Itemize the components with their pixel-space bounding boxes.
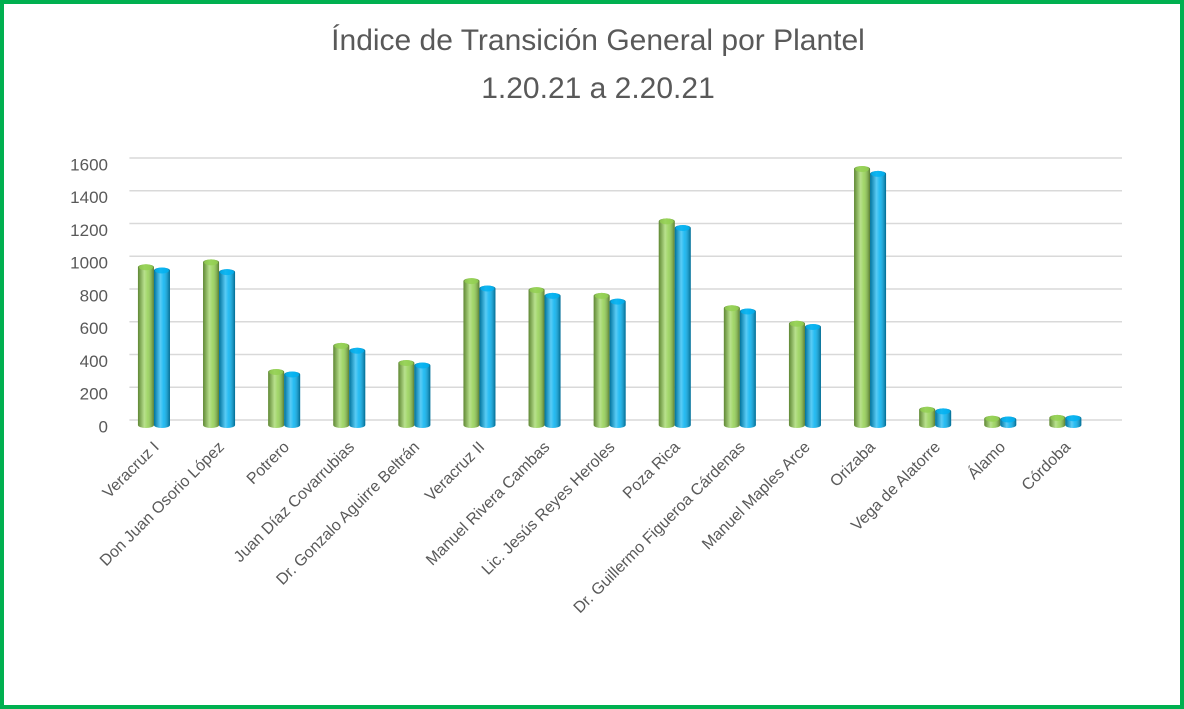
bar-cap	[269, 369, 284, 376]
y-tick-label: 0	[99, 417, 108, 436]
bar-shade	[609, 298, 626, 428]
bar-shade	[544, 292, 561, 428]
y-tick-label: 200	[80, 385, 108, 404]
bar-shade	[788, 320, 805, 428]
bar-cap	[920, 406, 935, 413]
bar-cap	[805, 324, 820, 331]
y-tick-label: 1000	[70, 254, 108, 273]
bar-cap	[545, 292, 560, 299]
bar-shade	[398, 360, 415, 428]
bar-shade	[268, 369, 285, 428]
bar-cap	[1066, 415, 1081, 422]
bar-cap	[399, 360, 414, 367]
y-tick-label: 1400	[70, 188, 108, 207]
bar-shade	[463, 278, 480, 428]
bar-shade	[674, 224, 691, 428]
bar-shade	[593, 292, 610, 428]
bar-cap	[594, 292, 609, 299]
bar-shade	[528, 287, 545, 428]
bar-cap	[350, 347, 365, 354]
bar-cap	[936, 408, 951, 415]
bar-shade	[414, 362, 431, 428]
bar-cap	[138, 264, 153, 271]
bar-shade	[870, 170, 887, 428]
bar-cap	[659, 218, 674, 225]
bar-cap	[529, 287, 544, 294]
bar-cap	[724, 305, 739, 312]
bar-shade	[723, 305, 740, 428]
bar-shade	[349, 347, 366, 428]
bar-shade	[203, 259, 220, 428]
y-tick-label: 600	[80, 319, 108, 338]
y-tick-label: 400	[80, 352, 108, 371]
bar-cap	[675, 224, 690, 231]
bar-shade	[658, 218, 675, 428]
bar-cap	[610, 298, 625, 305]
bar-cap	[285, 371, 300, 378]
bar-shade	[333, 342, 350, 428]
bar-cap	[985, 415, 1000, 422]
bar-cap	[740, 308, 755, 315]
bar-shade	[479, 285, 496, 428]
y-tick-label: 1600	[70, 155, 108, 174]
bar-cap	[204, 259, 219, 266]
bar-cap	[464, 278, 479, 285]
bar-cap	[1050, 414, 1065, 421]
bar-cap	[334, 342, 349, 349]
y-tick-label: 800	[80, 286, 108, 305]
bar-shade	[284, 371, 301, 428]
bar-cap	[855, 166, 870, 172]
bar-cap	[415, 362, 430, 369]
bar-shade	[804, 324, 821, 428]
bar-shade	[137, 264, 154, 428]
bar-cap	[871, 170, 886, 177]
bar-cap	[220, 269, 235, 276]
bar-cap	[1001, 416, 1016, 423]
bar-cap	[789, 320, 804, 327]
chart-title: Índice de Transición General por Plantel	[331, 24, 865, 57]
bar-cap	[154, 267, 169, 274]
bar-shade	[219, 269, 236, 428]
chart-subtitle: 1.20.21 a 2.20.21	[481, 72, 715, 105]
y-tick-label: 1200	[70, 221, 108, 240]
bar-shade	[739, 308, 756, 428]
bar-shade	[854, 166, 871, 428]
bar-shade	[153, 267, 170, 428]
bar-cap	[480, 285, 495, 292]
